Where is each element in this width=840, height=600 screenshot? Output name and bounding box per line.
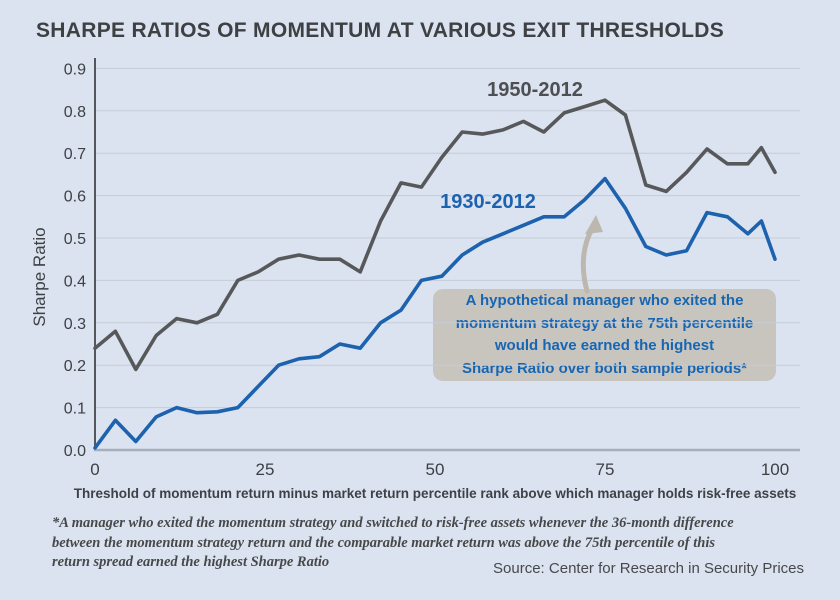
annotation-arrow <box>580 215 603 294</box>
source-credit: Source: Center for Research in Security … <box>493 560 804 577</box>
y-tick-label: 0.2 <box>64 358 86 375</box>
x-tick-label: 0 <box>90 460 99 479</box>
series-lines <box>93 98 777 450</box>
y-tick-label: 0.4 <box>64 273 86 290</box>
x-tick-label: 75 <box>596 460 615 479</box>
x-tick-labels: 0 25 50 75 100 <box>90 460 789 479</box>
y-tick-label: 0.3 <box>64 316 86 333</box>
y-tick-label: 0.1 <box>64 401 86 418</box>
y-tick-label: 0.9 <box>64 61 86 78</box>
y-tick-label: 0.7 <box>64 146 86 163</box>
series-label-1950-2012: 1950-2012 <box>487 79 583 101</box>
x-tick-label: 25 <box>256 460 275 479</box>
annotation-line: would have earned the highest <box>494 337 715 354</box>
y-tick-label: 0.5 <box>64 231 86 248</box>
footnote: *A manager who exited the momentum strat… <box>52 515 734 570</box>
x-axis-title: Threshold of momentum return minus marke… <box>73 486 797 501</box>
series-labels: 1950-2012 1930-2012 <box>440 79 583 213</box>
x-tick-label: 50 <box>426 460 445 479</box>
y-tick-label: 0.8 <box>64 104 86 121</box>
gridlines <box>95 67 800 409</box>
series-label-1930-2012: 1930-2012 <box>440 191 536 213</box>
y-tick-labels: 0.0 0.1 0.2 0.3 0.4 0.5 0.6 0.7 0.8 0.9 <box>64 61 86 460</box>
series-line-1930-2012 <box>93 176 777 450</box>
y-tick-label: 0.0 <box>64 443 86 460</box>
page-title: SHARPE RATIOS OF MOMENTUM AT VARIOUS EXI… <box>36 19 724 42</box>
annotation-line: Sharpe Ratio over both sample periods* <box>461 359 748 377</box>
annotation-line: A hypothetical manager who exited the <box>465 292 744 309</box>
series-line-1950-2012 <box>93 98 777 372</box>
x-tick-label: 100 <box>761 460 789 479</box>
sharpe-ratio-line-chart: 0.0 0.1 0.2 0.3 0.4 0.5 0.6 0.7 0.8 0.9 0 25 50 75 10… <box>30 58 800 479</box>
y-tick-label: 0.6 <box>64 189 86 206</box>
y-axis-title: Sharpe Ratio <box>30 227 49 326</box>
